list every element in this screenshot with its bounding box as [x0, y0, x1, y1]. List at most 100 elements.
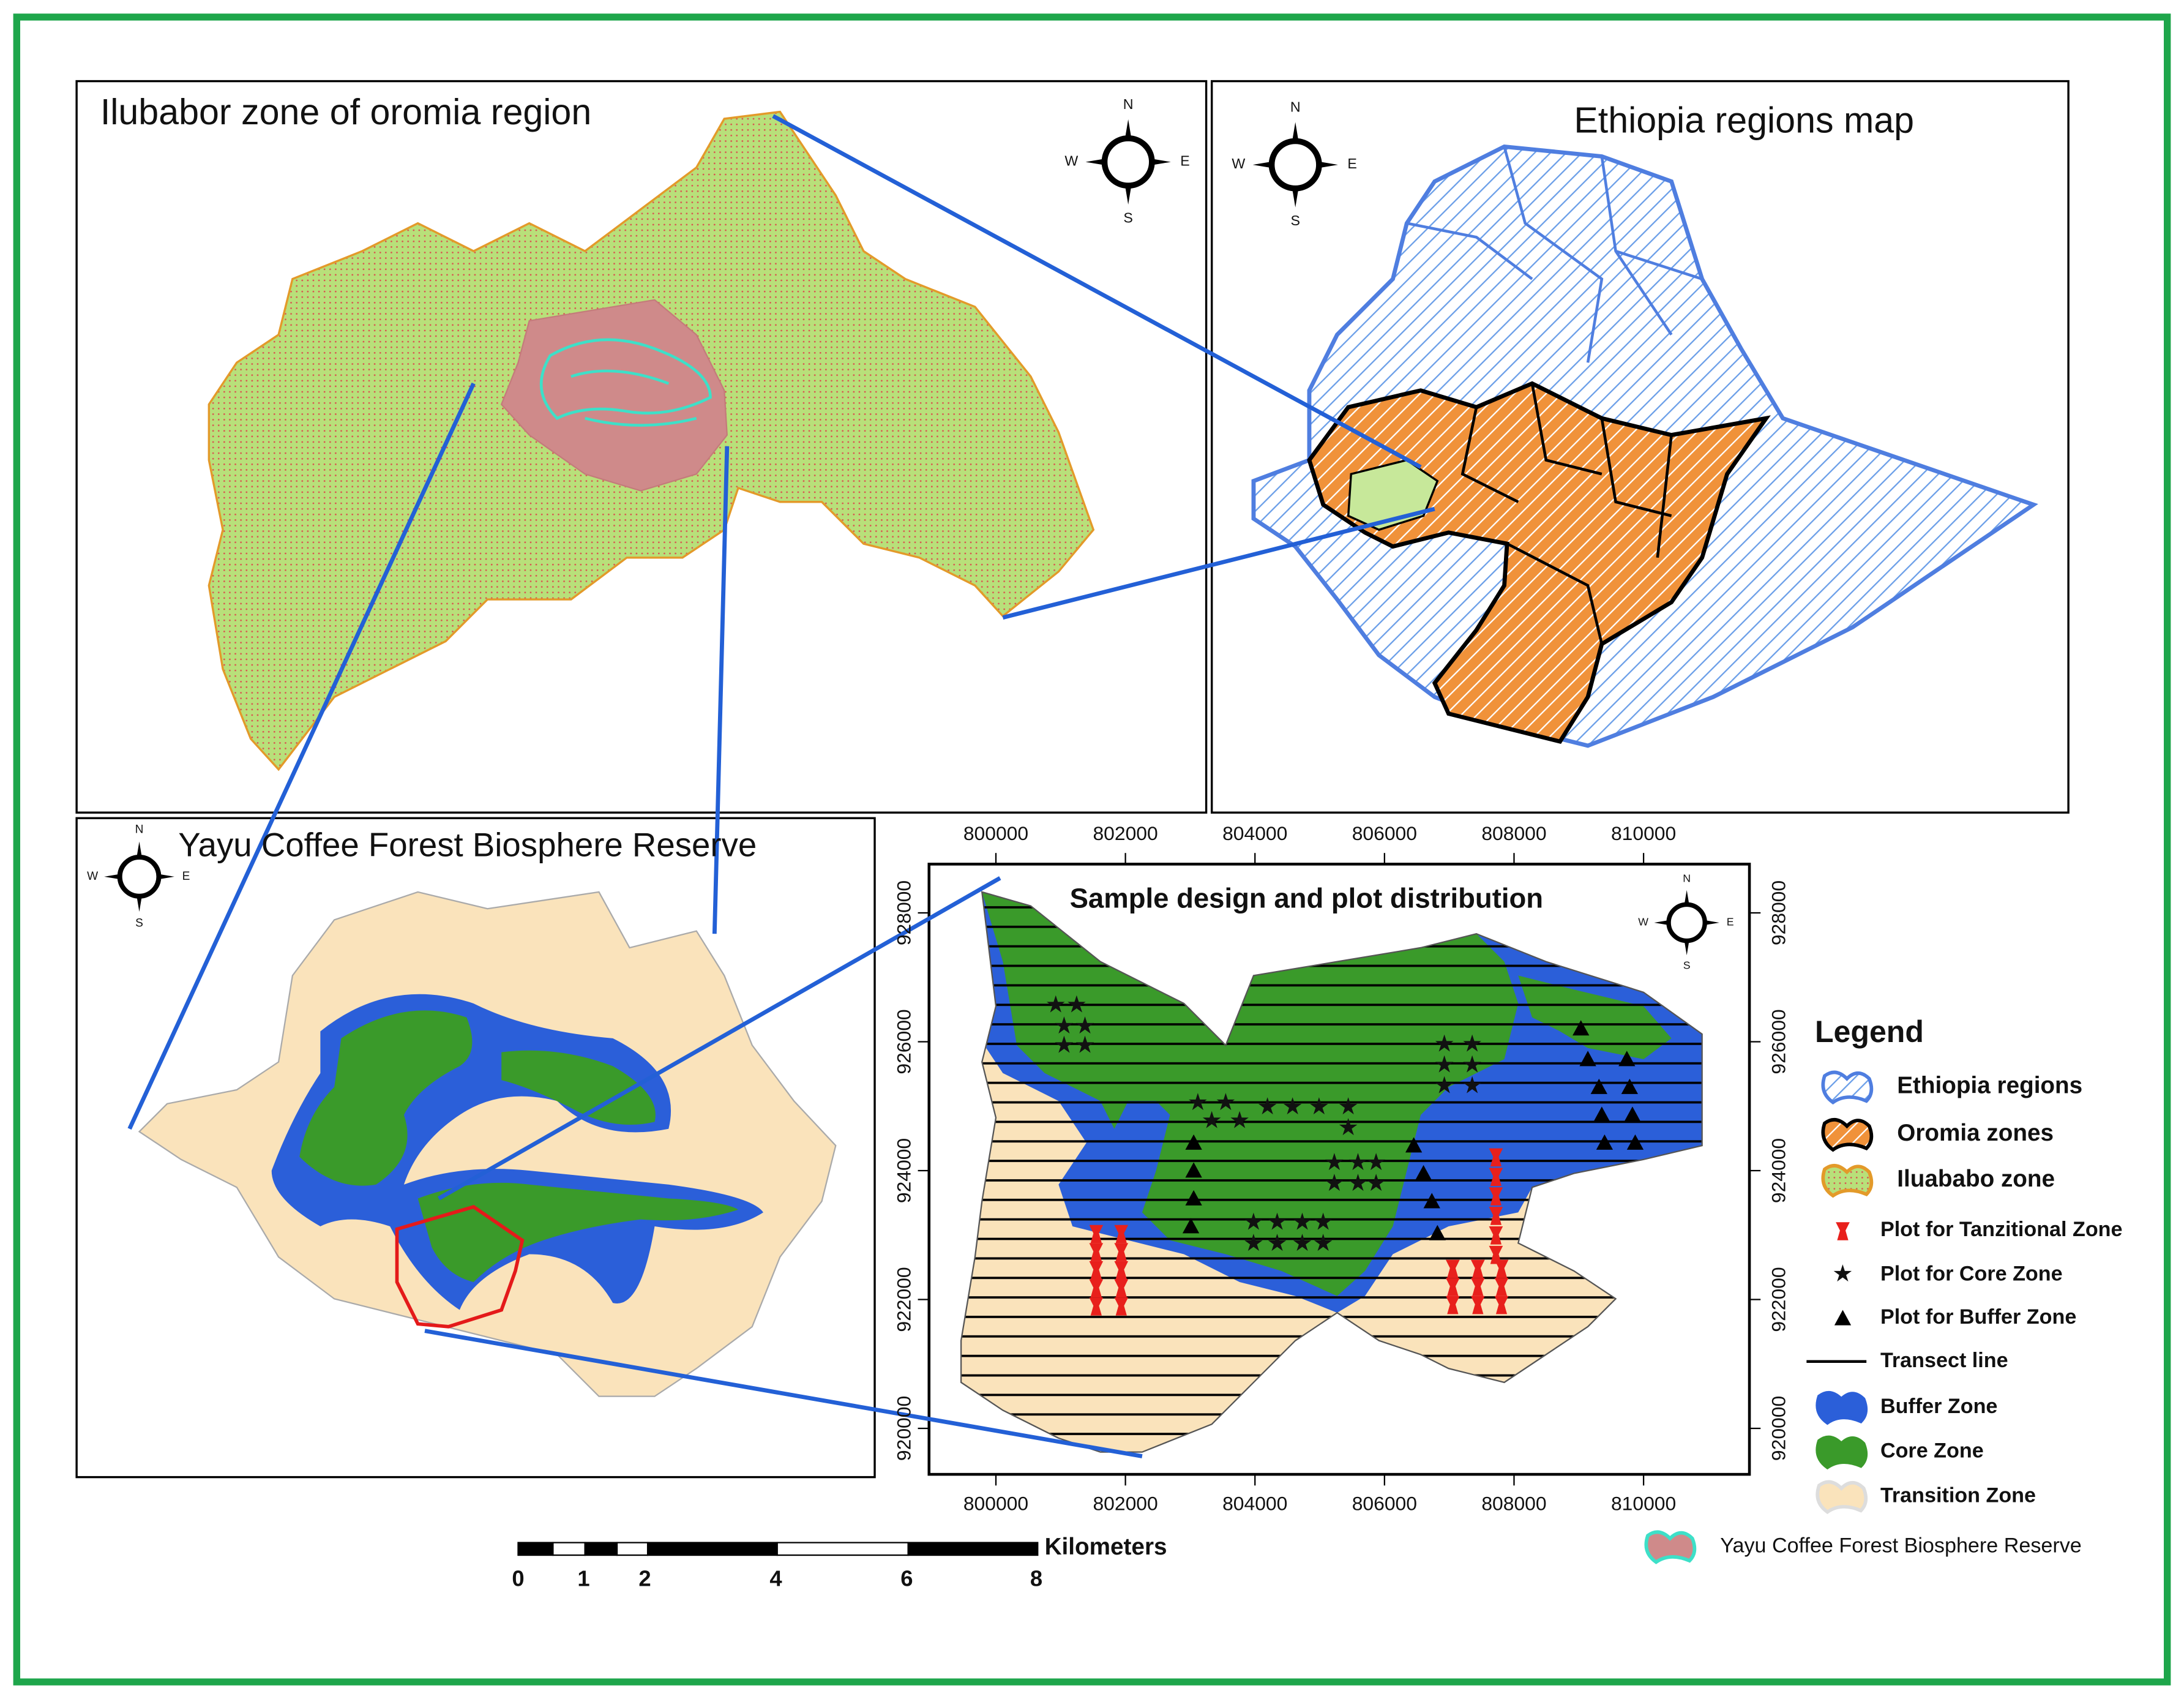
transition-plot	[1489, 1168, 1503, 1187]
transition-plot	[1445, 1296, 1460, 1315]
scale-segment	[517, 1542, 554, 1556]
core-plot: ★	[1243, 1230, 1265, 1256]
x-tick-label: 800000	[963, 822, 1028, 844]
legend-label: Transition Zone	[1880, 1483, 2036, 1507]
compass-ring	[1268, 138, 1322, 192]
connector-line	[772, 114, 1422, 469]
core-plot: ★	[1292, 1209, 1313, 1236]
legend-swatch	[1816, 1480, 1868, 1514]
legend-swatch: ★	[1832, 1261, 1853, 1287]
core-plot: ★	[1337, 1114, 1359, 1141]
scale-segment	[907, 1542, 1039, 1556]
x-tick-label: 810000	[1611, 822, 1676, 844]
core-plot: ★	[1324, 1149, 1345, 1176]
legend-label: Buffer Zone	[1880, 1395, 1997, 1418]
x-tick-label: 808000	[1481, 1493, 1546, 1515]
connector-line	[1002, 506, 1435, 620]
y-tick-label: 924000	[1768, 1138, 1790, 1203]
transition-plot	[1489, 1187, 1503, 1206]
legend-label: Iluababo zone	[1897, 1166, 2055, 1192]
transition-plot	[1114, 1261, 1129, 1280]
panel-frame	[75, 80, 1208, 814]
legend-label: Transect line	[1880, 1349, 2008, 1372]
legend-label: Core Zone	[1880, 1439, 1984, 1463]
y-tick-label: 926000	[1768, 1009, 1790, 1074]
buffer-plot	[1423, 1193, 1440, 1209]
transition-plot	[1114, 1225, 1129, 1243]
compass-label: E	[1180, 153, 1189, 169]
panel-title: Yayu Coffee Forest Biosphere Reserve	[178, 827, 757, 864]
buffer-plot	[1405, 1137, 1423, 1153]
x-tick-label: 806000	[1352, 1493, 1417, 1515]
outer-border	[13, 13, 2171, 1686]
buffer-plot	[1579, 1051, 1596, 1067]
core-plot: ★	[1229, 1108, 1251, 1134]
compass-ring	[1101, 135, 1155, 189]
transition-plot	[1445, 1259, 1460, 1278]
legend-label: Plot for Core Zone	[1880, 1262, 2063, 1286]
core-plot: ★	[1337, 1093, 1359, 1120]
buffer-plot	[1593, 1106, 1610, 1122]
compass-label: W	[87, 870, 98, 883]
scale-bar: 0 1 2 4 6 8	[512, 1542, 1042, 1591]
legend-label: Oromia zones	[1897, 1120, 2054, 1146]
core-plot: ★	[1266, 1230, 1288, 1256]
transition-plot	[1470, 1296, 1485, 1315]
y-tick-label: 920000	[892, 1396, 914, 1461]
core-zone	[299, 1010, 739, 1283]
transition-plot	[1114, 1279, 1129, 1298]
x-tick-label: 802000	[1093, 1493, 1157, 1515]
legend-swatch	[1821, 1118, 1874, 1152]
x-tick-label: 804000	[1222, 1493, 1287, 1515]
connector-lines	[127, 114, 1435, 1458]
y-tick-label: 924000	[892, 1138, 914, 1203]
buffer-plot	[1621, 1078, 1638, 1094]
legend-swatch	[1644, 1530, 1697, 1564]
core-plot: ★	[1074, 1032, 1096, 1059]
scale-tick-label: 0	[512, 1566, 524, 1591]
panel-title: Ilubabor zone of oromia region	[100, 91, 591, 132]
connector-line	[438, 876, 1001, 1201]
north-arrow: N S E W	[1232, 99, 1356, 228]
reserve-area	[500, 299, 728, 492]
study-area-outline	[395, 1205, 525, 1329]
transition-plot	[1470, 1278, 1485, 1296]
compass-label: S	[1290, 212, 1300, 228]
connector-line	[424, 1329, 1143, 1458]
core-plot: ★	[1312, 1230, 1334, 1256]
compass-label: E	[182, 870, 190, 883]
scale-segment	[776, 1542, 909, 1556]
scale-tick-label: 6	[900, 1566, 913, 1591]
transition-plot	[1494, 1296, 1509, 1315]
core-plot: ★	[1309, 1093, 1330, 1120]
x-tick-label: 802000	[1093, 822, 1157, 844]
compass-label: N	[1290, 99, 1301, 114]
core-plot: ★	[1366, 1149, 1387, 1176]
compass-label: N	[1683, 872, 1691, 885]
transition-plot	[1489, 1226, 1503, 1245]
y-tick-label: 922000	[1768, 1267, 1790, 1332]
buffer-plot	[1185, 1134, 1202, 1150]
core-plot: ★	[1462, 1030, 1483, 1057]
transition-plot	[1836, 1222, 1850, 1240]
buffer-plot	[1182, 1218, 1200, 1234]
legend-swatch	[1816, 1435, 1868, 1470]
x-tick-label: 804000	[1222, 822, 1287, 844]
buffer-plot	[1834, 1310, 1852, 1326]
core-plot: ★	[1462, 1052, 1483, 1078]
buffer-plot	[1429, 1225, 1446, 1240]
legend: Ethiopia regions Oromia zones Iluababo zon…	[1644, 1070, 2123, 1564]
transition-plot	[1489, 1148, 1503, 1167]
y-tick-label: 926000	[892, 1009, 914, 1074]
compass-label: S	[1683, 959, 1691, 972]
transition-plot	[1089, 1243, 1104, 1261]
region-boundary	[1406, 146, 1703, 363]
y-tick-label: 920000	[1768, 1396, 1790, 1461]
legend-label: Ethiopia regions	[1897, 1073, 2082, 1099]
core-plot: ★	[1434, 1052, 1455, 1078]
compass-label: N	[1123, 96, 1134, 112]
legend-title: Legend	[1815, 1015, 1924, 1049]
core-plot: ★	[1045, 992, 1067, 1018]
